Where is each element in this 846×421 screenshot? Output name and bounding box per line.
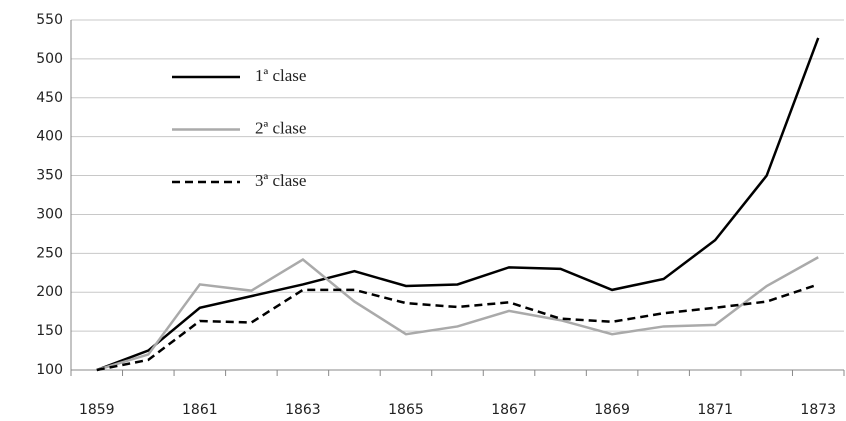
- x-tick-label: 1865: [388, 402, 424, 418]
- x-tick-label: 1867: [491, 402, 527, 418]
- y-tick-label: 150: [36, 323, 63, 339]
- y-tick-label: 350: [36, 168, 63, 184]
- x-tick-label: 1861: [182, 402, 218, 418]
- y-tick-label: 200: [36, 284, 63, 300]
- y-tick-label: 100: [36, 362, 63, 378]
- x-tick-label: 1871: [697, 402, 733, 418]
- legend-label: 3ª clase: [255, 171, 306, 190]
- x-tick-label: 1873: [800, 402, 836, 418]
- x-tick-label: 1869: [594, 402, 630, 418]
- y-tick-label: 300: [36, 206, 63, 222]
- legend-label: 1ª clase: [255, 66, 306, 85]
- series-line: [96, 37, 820, 372]
- series-line: [96, 283, 819, 372]
- y-tick-label: 400: [36, 129, 63, 145]
- y-tick-label: 250: [36, 245, 63, 261]
- x-tick-label: 1863: [285, 402, 321, 418]
- y-tick-label: 450: [36, 90, 63, 106]
- x-tick-label: 1859: [79, 402, 115, 418]
- legend-label: 2ª clase: [255, 118, 306, 137]
- series-line: [96, 256, 819, 372]
- y-tick-label: 550: [36, 12, 63, 28]
- y-tick-label: 500: [36, 51, 63, 67]
